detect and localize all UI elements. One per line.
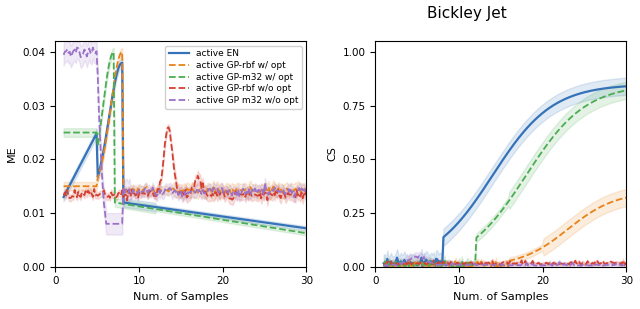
X-axis label: Num. of Samples: Num. of Samples (453, 292, 548, 302)
X-axis label: Num. of Samples: Num. of Samples (133, 292, 228, 302)
Y-axis label: ME: ME (7, 146, 17, 162)
Text: Bickley Jet: Bickley Jet (428, 6, 507, 21)
Legend: active EN, active GP-rbf w/ opt, active GP-m32 w/ opt, active GP-rbf w/o opt, ac: active EN, active GP-rbf w/ opt, active … (165, 46, 302, 109)
Y-axis label: CS: CS (327, 146, 337, 161)
